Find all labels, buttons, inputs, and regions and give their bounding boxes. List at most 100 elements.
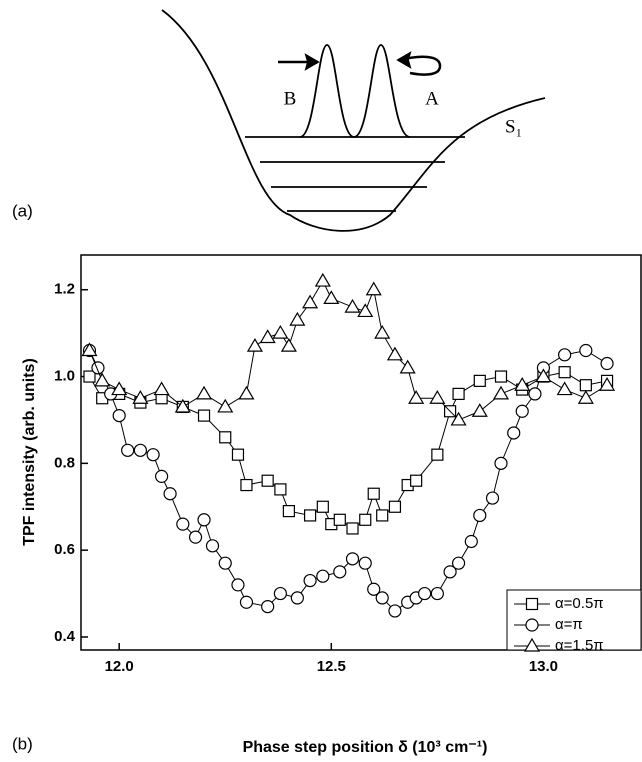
y-tick-label: 0.6 <box>54 541 75 558</box>
marker <box>324 291 338 303</box>
potential-diagram <box>162 10 545 231</box>
marker <box>529 388 541 400</box>
marker <box>84 371 95 382</box>
marker <box>411 475 422 486</box>
marker <box>164 488 176 500</box>
marker <box>113 410 125 422</box>
marker <box>496 371 507 382</box>
marker <box>262 475 273 486</box>
marker <box>275 484 286 495</box>
marker <box>359 557 371 569</box>
marker <box>495 457 507 469</box>
marker <box>207 540 219 552</box>
marker <box>409 391 423 403</box>
marker <box>334 566 346 578</box>
marker <box>487 492 499 504</box>
wave-packets <box>300 45 410 137</box>
marker <box>508 427 520 439</box>
x-tick-label: 13.0 <box>529 658 558 675</box>
y-tick-label: 0.4 <box>54 628 76 645</box>
marker <box>375 326 389 338</box>
marker <box>95 374 109 386</box>
panel-label: (a) <box>12 201 33 220</box>
marker <box>240 596 252 608</box>
marker <box>248 339 262 351</box>
marker <box>347 553 359 565</box>
marker <box>177 518 189 530</box>
label-s1: S₁ <box>505 116 522 137</box>
marker <box>155 383 169 395</box>
marker <box>134 444 146 456</box>
marker <box>147 449 159 461</box>
marker <box>473 404 487 416</box>
marker <box>516 405 528 417</box>
y-tick-label: 1.2 <box>54 281 75 298</box>
marker <box>474 509 486 521</box>
marker <box>579 391 593 403</box>
marker <box>368 488 379 499</box>
marker <box>367 283 381 295</box>
marker <box>558 383 572 395</box>
marker <box>346 300 360 312</box>
legend-label: α=1.5π <box>555 637 604 654</box>
marker <box>431 588 443 600</box>
legend-label: α=0.5π <box>555 595 604 612</box>
marker <box>262 601 274 613</box>
marker <box>241 480 252 491</box>
marker <box>304 575 316 587</box>
arrowhead <box>398 53 410 67</box>
marker <box>527 599 538 610</box>
marker <box>218 400 232 412</box>
marker <box>559 349 571 361</box>
marker <box>303 296 317 308</box>
marker <box>360 514 371 525</box>
x-axis-label: Phase step position δ (10³ cm⁻¹) <box>243 739 488 756</box>
marker <box>317 501 328 512</box>
marker <box>334 514 345 525</box>
marker <box>220 432 231 443</box>
marker <box>290 313 304 325</box>
marker <box>453 388 464 399</box>
marker <box>559 367 570 378</box>
marker <box>156 470 168 482</box>
marker <box>122 444 134 456</box>
marker <box>198 514 210 526</box>
marker <box>317 570 329 582</box>
x-tick-label: 12.5 <box>317 658 346 675</box>
marker <box>432 449 443 460</box>
x-tick-label: 12.0 <box>105 658 134 675</box>
marker <box>453 557 465 569</box>
marker <box>239 387 253 399</box>
y-axis-label: TPF intensity (arb. units) <box>21 358 38 546</box>
marker <box>282 339 296 351</box>
marker <box>291 592 303 604</box>
marker <box>388 348 402 360</box>
potential-curve <box>162 10 545 231</box>
marker <box>347 523 358 534</box>
legend-label: α=π <box>555 616 583 633</box>
marker <box>232 449 243 460</box>
marker <box>283 506 294 517</box>
label-a: A <box>425 88 439 109</box>
marker <box>419 588 431 600</box>
marker <box>232 579 244 591</box>
marker <box>377 510 388 521</box>
marker <box>430 391 444 403</box>
marker <box>316 274 330 286</box>
marker <box>389 501 400 512</box>
marker <box>358 304 372 316</box>
marker <box>465 535 477 547</box>
marker <box>273 326 287 338</box>
marker <box>190 531 202 543</box>
marker <box>526 619 538 631</box>
y-tick-label: 1.0 <box>54 368 75 385</box>
marker <box>92 362 104 374</box>
marker <box>376 592 388 604</box>
marker <box>305 510 316 521</box>
marker <box>199 410 210 421</box>
label-b: B <box>284 88 297 109</box>
marker <box>389 605 401 617</box>
marker <box>494 387 508 399</box>
marker <box>219 557 231 569</box>
y-tick-label: 0.8 <box>54 454 75 471</box>
